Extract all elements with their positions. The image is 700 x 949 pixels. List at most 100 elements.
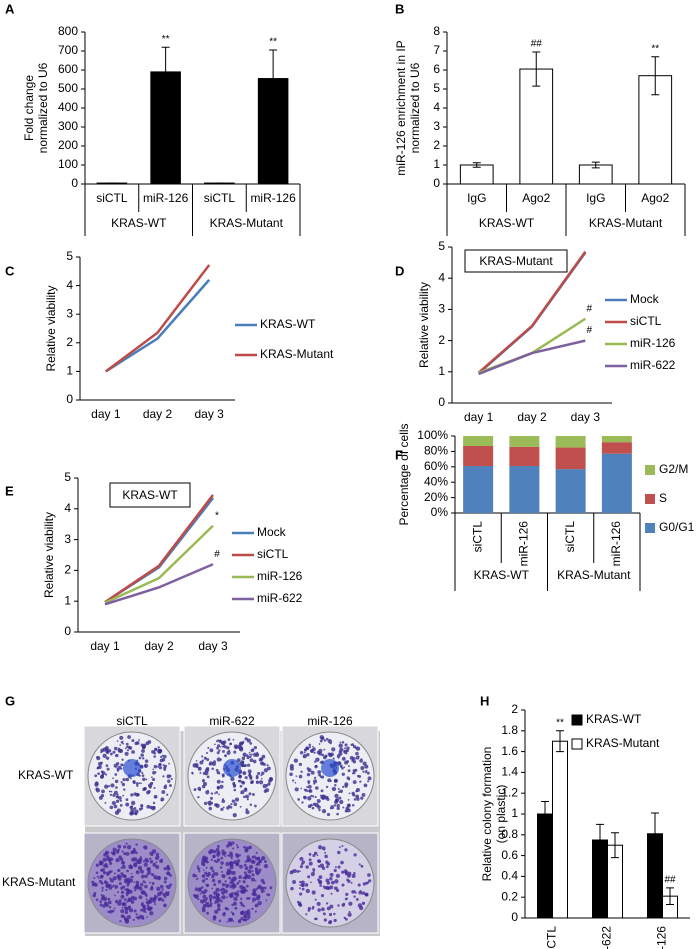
colony	[206, 860, 209, 864]
colony	[245, 810, 250, 815]
colony	[333, 918, 337, 923]
colony	[313, 751, 316, 754]
colony	[215, 768, 219, 772]
colony	[226, 844, 230, 848]
colony	[329, 885, 334, 890]
colony	[325, 878, 330, 883]
colony	[117, 795, 122, 800]
colony	[240, 911, 244, 915]
group-label: KRAS-Mutant	[210, 216, 284, 230]
colony	[101, 789, 105, 794]
line	[104, 563, 214, 606]
colony	[289, 772, 293, 777]
colony	[163, 768, 166, 772]
colony	[134, 741, 138, 746]
colony	[138, 782, 141, 785]
colony	[306, 772, 311, 777]
colony	[144, 764, 147, 768]
colony	[102, 747, 107, 752]
x-tick-label: day 2	[143, 407, 173, 421]
colony	[341, 870, 345, 874]
colony	[250, 781, 254, 785]
colony	[213, 792, 216, 795]
colony	[325, 785, 329, 789]
colony	[263, 863, 269, 869]
colony	[169, 784, 172, 788]
colony	[161, 754, 165, 757]
colony	[208, 763, 211, 766]
colony	[118, 747, 121, 750]
colony	[307, 796, 312, 801]
colony	[107, 900, 112, 905]
colony	[127, 745, 131, 750]
colony	[347, 769, 351, 773]
x-tick-label: day 2	[517, 410, 547, 424]
colony	[243, 764, 247, 767]
colony	[204, 856, 209, 861]
colony	[299, 892, 303, 896]
y-axis-label: Percentage of cells	[397, 423, 411, 525]
y-tick-label: 1	[438, 364, 445, 378]
colony	[316, 901, 321, 907]
colony	[311, 890, 316, 895]
colony	[307, 780, 311, 784]
error-bar	[651, 812, 659, 856]
colony	[216, 845, 220, 848]
colony	[196, 866, 199, 869]
colony	[118, 899, 122, 903]
colony	[230, 857, 233, 860]
colony	[205, 866, 208, 869]
colony	[142, 757, 145, 760]
bar-segment	[601, 442, 632, 454]
colony	[316, 750, 321, 755]
colony	[323, 739, 327, 742]
x-tick-label: miR-126	[655, 926, 669, 949]
x-tick-label: miR-622	[600, 926, 614, 949]
colony	[331, 747, 336, 752]
colony	[122, 777, 126, 782]
colony	[132, 847, 136, 851]
colony	[117, 848, 120, 851]
colony	[160, 860, 163, 863]
colony	[114, 872, 116, 875]
colony	[246, 897, 249, 900]
colony	[221, 895, 226, 900]
colony	[205, 883, 207, 886]
colony	[235, 862, 240, 866]
colony	[244, 848, 249, 853]
colony	[233, 802, 238, 807]
colony	[201, 879, 206, 883]
significance: ##	[531, 39, 543, 50]
colony	[163, 895, 167, 899]
colony	[100, 894, 103, 897]
colony	[125, 842, 128, 845]
colony	[338, 751, 343, 756]
colony	[136, 916, 140, 919]
colony	[257, 884, 262, 889]
colony	[236, 881, 240, 885]
colony	[111, 885, 114, 888]
colony	[121, 906, 124, 909]
colony	[148, 898, 154, 903]
y-tick-label: 2	[511, 702, 518, 716]
colony	[117, 891, 120, 894]
colony	[365, 769, 368, 773]
colony	[232, 884, 237, 889]
colony	[353, 895, 356, 898]
colony	[95, 898, 99, 902]
colony	[210, 792, 214, 795]
y-tick-label: 1	[64, 593, 71, 607]
colony	[362, 903, 365, 905]
colony	[115, 857, 120, 863]
colony	[320, 775, 323, 779]
colony	[242, 845, 246, 849]
colony	[242, 876, 246, 880]
colony	[351, 804, 355, 807]
colony	[208, 806, 213, 811]
colony	[244, 737, 248, 741]
colony	[235, 853, 239, 857]
colony	[202, 891, 206, 895]
colony	[307, 804, 312, 809]
